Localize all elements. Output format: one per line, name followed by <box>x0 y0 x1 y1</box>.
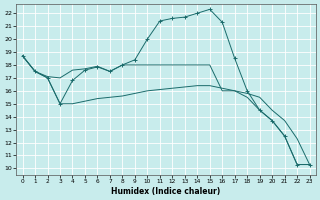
X-axis label: Humidex (Indice chaleur): Humidex (Indice chaleur) <box>111 187 221 196</box>
